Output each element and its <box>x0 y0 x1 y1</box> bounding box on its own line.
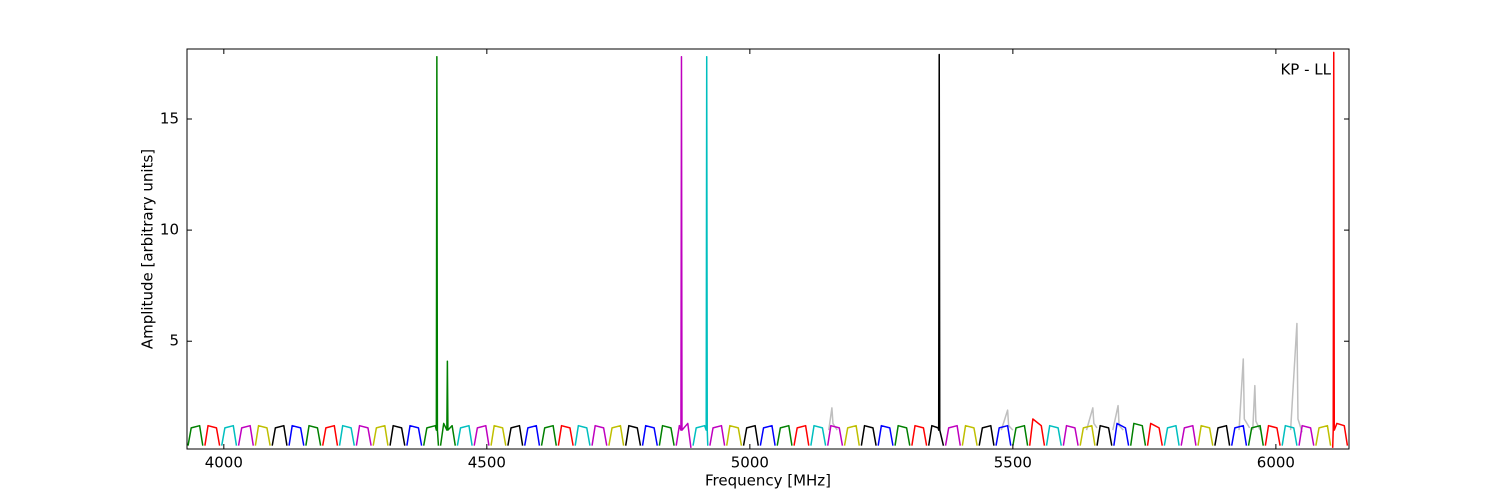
y-tick-label: 10 <box>160 221 179 239</box>
y-tick-label: 5 <box>169 332 179 350</box>
x-tick-label: 5500 <box>994 454 1032 472</box>
spectrum-line <box>254 424 1332 446</box>
spectrum-line <box>828 322 1303 433</box>
plot-frame <box>186 48 1350 450</box>
x-axis-label: Frequency [MHz] <box>705 472 831 490</box>
spectrum-line <box>288 422 1248 446</box>
spectrum-line <box>271 53 1231 446</box>
x-tick-label: 4000 <box>205 454 243 472</box>
x-tick-label: 4500 <box>468 454 506 472</box>
spectrum-line <box>220 56 1298 446</box>
spectrum-line <box>204 51 1349 448</box>
spectrum-line <box>237 56 1315 448</box>
x-tick-label: 6000 <box>1257 454 1295 472</box>
y-tick-label: 15 <box>160 110 179 128</box>
spectrum-line <box>187 56 1265 446</box>
y-axis-label: Amplitude [arbitrary units] <box>139 149 157 349</box>
annotation: KP - LL <box>1280 61 1331 79</box>
plot-area <box>187 51 1349 448</box>
x-tick-label: 5000 <box>731 454 769 472</box>
